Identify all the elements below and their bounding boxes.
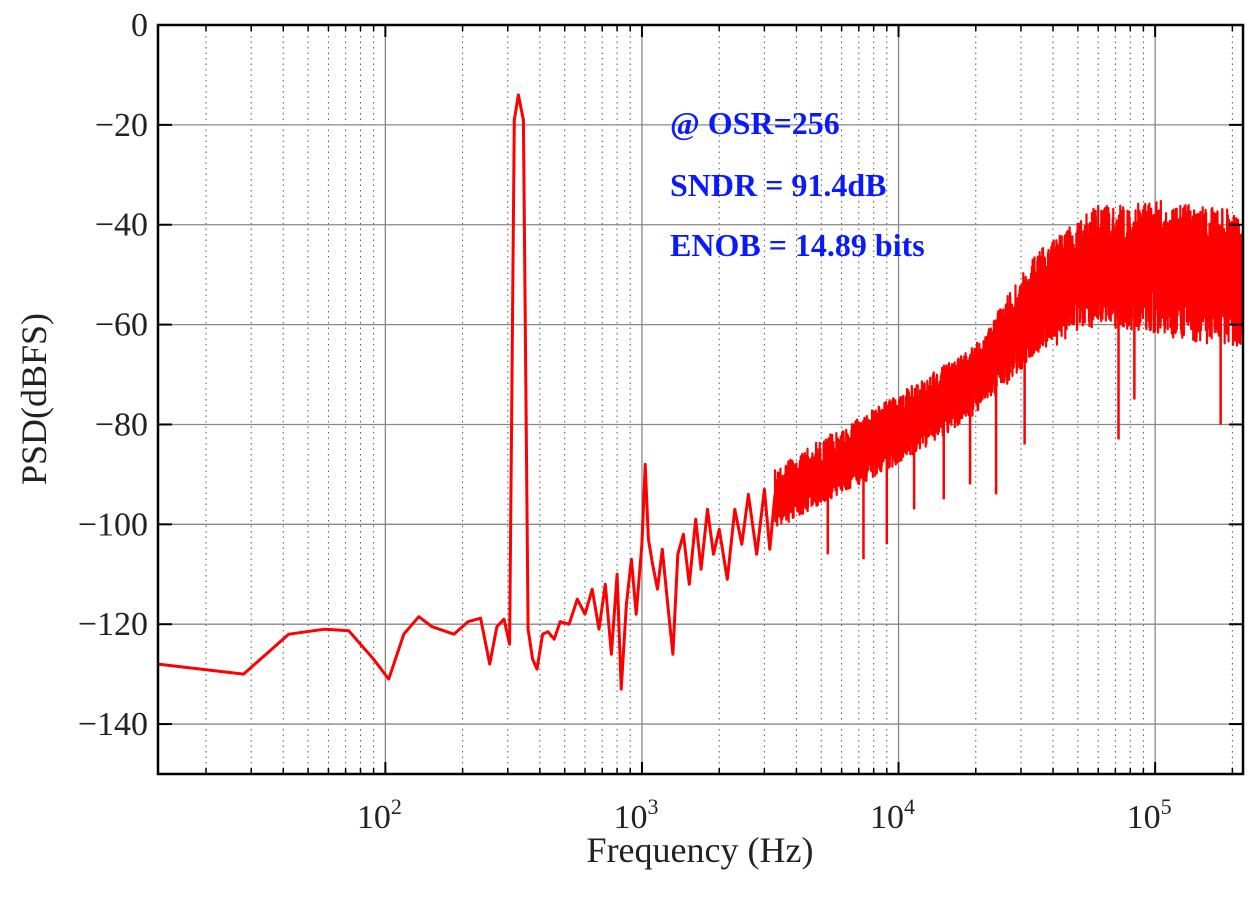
x-tick-label: 103 bbox=[613, 794, 658, 836]
psd-series bbox=[158, 93, 1243, 691]
x-tick-label: 105 bbox=[1127, 794, 1172, 836]
plot-frame bbox=[156, 23, 1245, 776]
tick-labels: 102 103 104 105 0 −20 −40 −60 −80 −100 −120 −140 bbox=[78, 7, 1172, 836]
y-tick-label: −100 bbox=[78, 506, 148, 543]
annotations: @ OSR=256 SNDR = 91.4dB ENOB = 14.89 bit… bbox=[670, 105, 925, 263]
y-tick-label: 0 bbox=[131, 7, 148, 44]
y-tick-label: −80 bbox=[95, 406, 148, 443]
annotation-sndr: SNDR = 91.4dB bbox=[670, 167, 887, 203]
psd-line-noise bbox=[773, 200, 1243, 527]
y-tick-label: −20 bbox=[95, 107, 148, 144]
psd-line-lowfreq bbox=[158, 93, 777, 691]
x-tick-label: 102 bbox=[357, 794, 402, 836]
y-tick-label: −120 bbox=[78, 606, 148, 643]
y-tick-label: −40 bbox=[95, 207, 148, 244]
x-tick-label: 104 bbox=[870, 794, 915, 836]
annotation-enob: ENOB = 14.89 bits bbox=[670, 227, 925, 263]
y-axis-title: PSD(dBFS) bbox=[14, 313, 54, 485]
axis-ticks bbox=[158, 24, 1243, 774]
x-axis-title: Frequency (Hz) bbox=[587, 830, 814, 870]
annotation-osr: @ OSR=256 bbox=[670, 105, 840, 141]
y-tick-label: −60 bbox=[95, 307, 148, 344]
psd-traces bbox=[158, 93, 1243, 691]
y-tick-label: −140 bbox=[78, 706, 148, 743]
